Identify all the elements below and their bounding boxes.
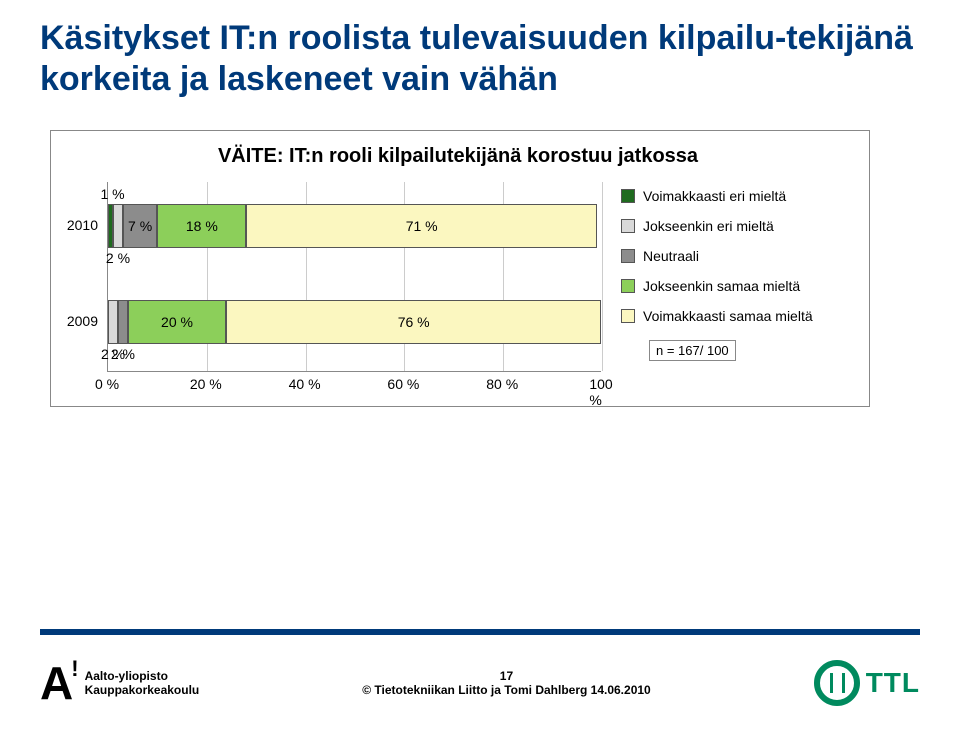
legend-item: Voimakkaasti samaa mieltä [621, 308, 841, 324]
bar-segment [108, 300, 118, 344]
bar-segment: 7 % [123, 204, 158, 248]
x-axis-tick: 40 % [289, 376, 321, 392]
legend-swatch-icon [621, 189, 635, 203]
bar-row: 7 % 18 % 71 % [108, 204, 601, 248]
legend-item: Jokseenkin samaa mieltä [621, 278, 841, 294]
bar-segment [113, 204, 123, 248]
x-axis-tick: 0 % [95, 376, 119, 392]
bar-value-label: 1 % [100, 186, 124, 202]
ttl-text: TTL [866, 667, 920, 699]
bar-value-label: 20 % [161, 314, 193, 330]
chart-title: VÄITE: IT:n rooli kilpailutekijänä koros… [61, 145, 855, 168]
bar-segment: 18 % [157, 204, 246, 248]
slide-footer: A! Aalto-yliopisto Kauppakorkeakoulu 17 … [40, 653, 920, 713]
aalto-line1: Aalto-yliopisto [85, 669, 200, 683]
bar-value-label: 76 % [398, 314, 430, 330]
legend-swatch-icon [621, 279, 635, 293]
chart-plot: 20107 %18 %71 %1 %2 %200920 %76 %2 %2 % … [61, 182, 601, 396]
bar-value-label: 18 % [186, 218, 218, 234]
page-title: Käsitykset IT:n roolista tulevaisuuden k… [40, 18, 920, 100]
x-axis-tick: 80 % [486, 376, 518, 392]
x-axis-tick: 60 % [387, 376, 419, 392]
legend-swatch-icon [621, 309, 635, 323]
grid-line [602, 182, 603, 371]
bar-value-label: 71 % [406, 218, 438, 234]
legend-item: Jokseenkin eri mieltä [621, 218, 841, 234]
legend-label: Voimakkaasti samaa mieltä [643, 308, 813, 324]
ttl-circle-icon [814, 660, 860, 706]
bar-segment: 76 % [226, 300, 601, 344]
y-axis-label: 2010 [58, 217, 98, 233]
bar-value-label: 7 % [128, 218, 152, 234]
bar-value-label: 2 % [111, 346, 135, 362]
chart-container: VÄITE: IT:n rooli kilpailutekijänä koros… [50, 130, 870, 407]
aalto-line2: Kauppakorkeakoulu [85, 683, 200, 697]
aalto-logo: A! Aalto-yliopisto Kauppakorkeakoulu [40, 656, 199, 710]
x-axis: 0 %20 %40 %60 %80 %100 % [107, 372, 601, 396]
bar-segment: 20 % [128, 300, 227, 344]
legend-label: Jokseenkin samaa mieltä [643, 278, 800, 294]
legend-label: Jokseenkin eri mieltä [643, 218, 774, 234]
x-axis-tick: 20 % [190, 376, 222, 392]
legend-label: Neutraali [643, 248, 699, 264]
bar-segment [118, 300, 128, 344]
legend-swatch-icon [621, 249, 635, 263]
legend-item: Voimakkaasti eri mieltä [621, 188, 841, 204]
legend-n-box: n = 167/ 100 [649, 340, 736, 361]
legend-item: Neutraali [621, 248, 841, 264]
y-axis-label: 2009 [58, 313, 98, 329]
bar-segment: 71 % [246, 204, 597, 248]
aalto-mark-icon: A! [40, 656, 77, 710]
legend-label: Voimakkaasti eri mieltä [643, 188, 786, 204]
copyright: © Tietotekniikan Liitto ja Tomi Dahlberg… [199, 683, 813, 697]
bar-value-label: 2 % [106, 250, 130, 266]
bar-row: 20 % 76 % [108, 300, 601, 344]
chart-legend: Voimakkaasti eri mieltä Jokseenkin eri mi… [621, 182, 841, 396]
footer-rule [40, 629, 920, 635]
x-axis-tick: 100 % [589, 376, 612, 408]
page-number: 17 [199, 669, 813, 683]
legend-swatch-icon [621, 219, 635, 233]
ttl-logo: TTL [814, 660, 920, 706]
